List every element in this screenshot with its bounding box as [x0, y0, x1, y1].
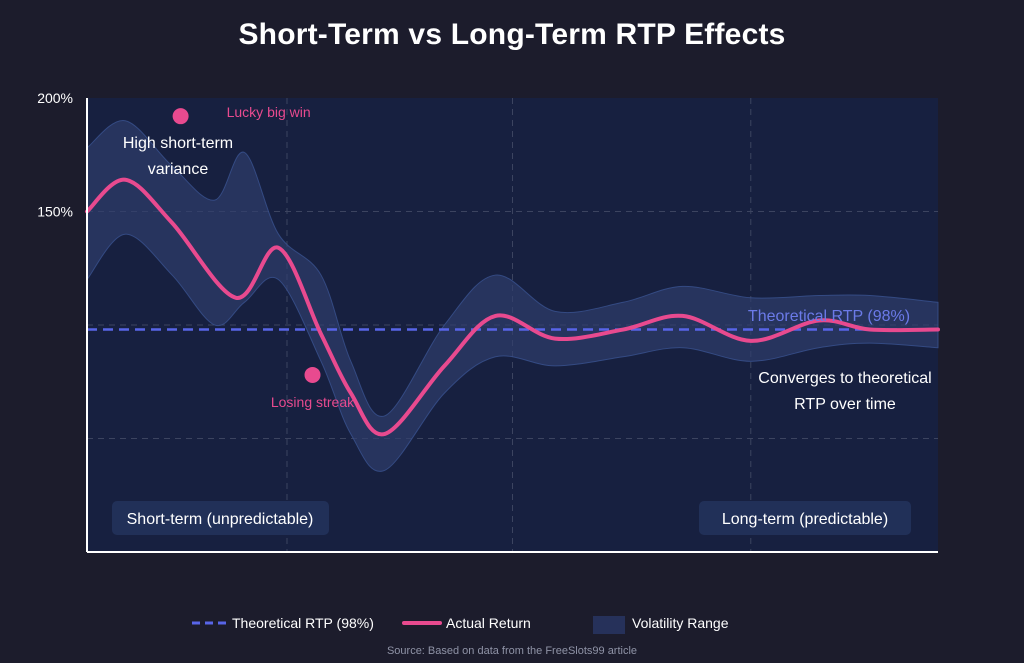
lucky-big-win-marker — [172, 108, 189, 125]
losing-streak-label: Losing streak — [271, 394, 355, 410]
long-term-label: Long-term (predictable) — [722, 511, 888, 528]
legend-label-actual: Actual Return — [446, 615, 531, 631]
volatility-band — [86, 120, 939, 472]
long-term-box — [699, 501, 911, 535]
legend-swatch-volatility — [593, 616, 625, 634]
legend-label-volatility: Volatility Range — [632, 615, 729, 631]
lucky-big-win-label: Lucky big win — [227, 104, 311, 120]
high-variance-label-line2: variance — [148, 161, 209, 178]
chart-title: Short-Term vs Long-Term RTP Effects — [238, 18, 786, 51]
y-tick-label-200: 200% — [37, 90, 73, 106]
losing-streak-marker — [304, 366, 321, 383]
short-term-label: Short-term (unpredictable) — [127, 511, 314, 528]
actual-return-line — [85, 177, 940, 437]
high-variance-label-line1: High short-term — [123, 135, 233, 152]
y-tick-label-150: 150% — [37, 204, 73, 220]
converges-label-line2: RTP over time — [794, 396, 896, 413]
theoretical-rtp-annotation: Theoretical RTP (98%) — [748, 308, 910, 325]
legend-label-theoretical: Theoretical RTP (98%) — [232, 615, 374, 631]
short-term-box — [112, 501, 329, 535]
converges-label-line1: Converges to theoretical — [758, 370, 931, 387]
source-note: Source: Based on data from the FreeSlots… — [387, 645, 637, 657]
